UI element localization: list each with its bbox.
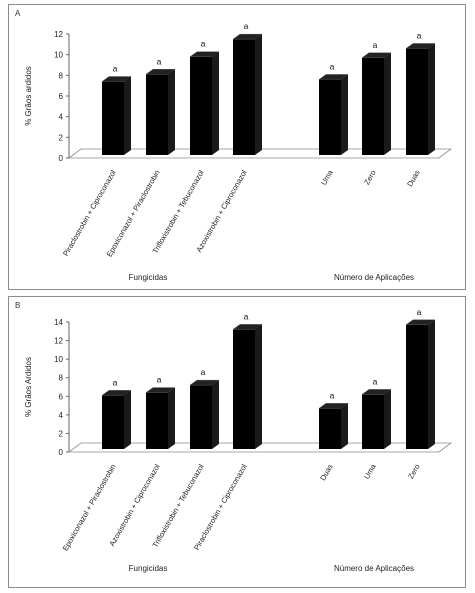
bar [101, 390, 132, 449]
data-label: a [417, 30, 422, 40]
data-label: a [373, 376, 378, 386]
bar-front [102, 395, 124, 449]
category-label: Zero [362, 169, 378, 187]
chart-panel-a: A 0 2 4 6 8 10 12% Grãos ardidos a Piraclostrobi… [8, 4, 466, 290]
data-label: a [201, 367, 206, 377]
bar-front [319, 79, 341, 155]
bar-side [212, 51, 219, 155]
y-tick-label: 10 [54, 51, 63, 60]
chart-panel-b: B 0 2 4 6 8 10 12 14% Grãos Ardidos a Epoxiconazo… [8, 296, 466, 588]
bar [405, 43, 436, 155]
bar [361, 389, 392, 449]
data-label: a [113, 64, 118, 74]
bar [232, 33, 263, 155]
category-label: Zero [406, 463, 422, 481]
data-label: a [157, 56, 162, 66]
bar-front [233, 329, 255, 449]
bar-side [428, 43, 435, 155]
data-label: a [330, 390, 335, 400]
y-axis-label: % Grãos Ardidos [24, 357, 33, 417]
bar-side [212, 380, 219, 449]
group-label: Número de Aplicações [334, 564, 414, 573]
panel-label-a: A [15, 9, 21, 18]
bar [318, 74, 349, 155]
bar-front [406, 48, 428, 155]
bar-top [145, 387, 176, 393]
bar-side [341, 403, 348, 449]
category-label: Uma [319, 168, 335, 187]
bar [361, 52, 392, 156]
bar [145, 387, 176, 449]
data-label: a [330, 61, 335, 71]
bar-front [362, 394, 384, 449]
bar [405, 319, 436, 449]
group-label: Fungicidas [129, 273, 168, 282]
group-label: Fungicidas [129, 564, 168, 573]
y-tick-label: 12 [54, 30, 63, 39]
y-tick-label: 4 [59, 411, 64, 420]
y-tick-label: 12 [54, 337, 63, 346]
data-label: a [201, 39, 206, 49]
bar-front [190, 385, 212, 449]
bar-front [233, 39, 255, 155]
bar-side [168, 69, 175, 155]
y-tick-label: 6 [59, 392, 64, 401]
bar-front [102, 81, 124, 155]
y-tick-label: 4 [59, 113, 64, 122]
y-axis-label: % Grãos ardidos [24, 66, 33, 126]
bar-front [362, 57, 384, 156]
bar-side [124, 76, 131, 155]
category-label: Azoxistrobin + Ciproconazol [107, 462, 162, 547]
y-tick-label: 2 [59, 133, 64, 142]
bar-top [189, 379, 220, 386]
bar-top [405, 319, 436, 326]
bar-front [319, 408, 341, 449]
bar-front [146, 392, 168, 449]
bar-top [232, 33, 263, 40]
y-tick-label: 10 [54, 355, 63, 364]
bar-front [406, 324, 428, 449]
category-label: Uma [362, 462, 378, 481]
bar [145, 69, 176, 155]
category-label: Duas [318, 462, 335, 482]
y-tick-label: 2 [59, 429, 64, 438]
category-label: Azoxistrobin + Ciproconazol [194, 168, 249, 253]
bar-side [255, 34, 262, 155]
bar-side [428, 319, 435, 449]
bar-side [341, 74, 348, 155]
y-tick-label: 8 [59, 71, 64, 80]
group-label: Número de Aplicações [334, 273, 414, 282]
data-label: a [244, 311, 249, 321]
y-tick-label: 6 [59, 92, 64, 101]
data-label: a [244, 21, 249, 31]
bar-top [232, 324, 263, 330]
data-label: a [373, 40, 378, 50]
data-label: a [113, 377, 118, 387]
bar-front [190, 56, 212, 155]
bar-side [384, 52, 391, 156]
bar [189, 379, 220, 449]
bar [232, 324, 263, 449]
category-label: Duas [405, 168, 422, 188]
panel-label-b: B [15, 301, 21, 310]
bar-front [146, 74, 168, 155]
bar-side [168, 387, 175, 449]
bar-side [124, 390, 131, 449]
data-label: a [157, 375, 162, 385]
bar [189, 51, 220, 155]
data-label: a [417, 307, 422, 317]
bar [318, 403, 349, 449]
bar [101, 76, 132, 155]
y-tick-label: 14 [54, 318, 63, 327]
y-tick-label: 8 [59, 374, 64, 383]
y-tick-label: 0 [59, 154, 64, 163]
y-tick-label: 0 [59, 448, 64, 457]
bar-side [255, 324, 262, 449]
bar-side [384, 389, 391, 449]
